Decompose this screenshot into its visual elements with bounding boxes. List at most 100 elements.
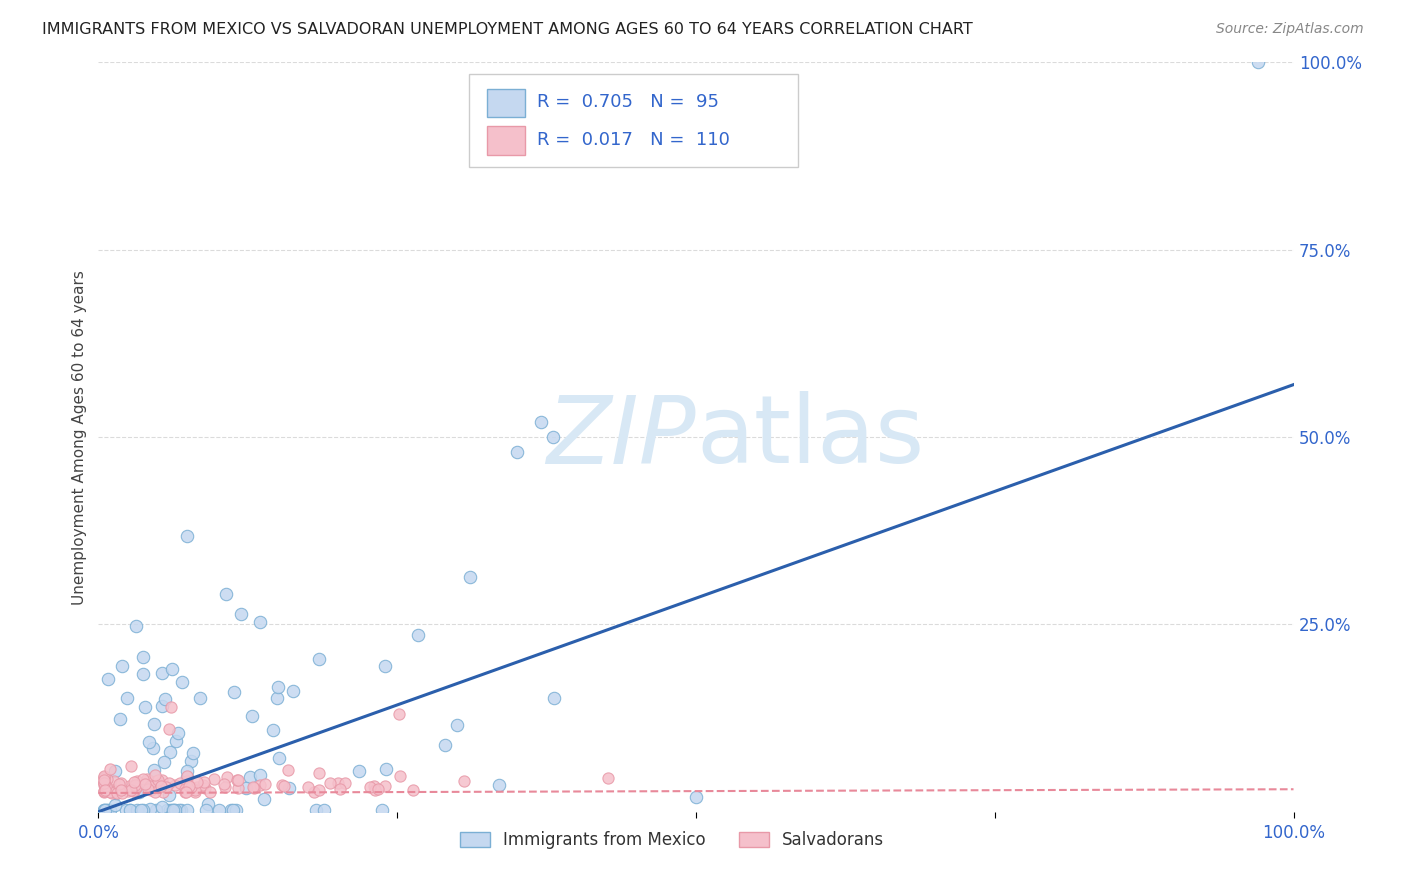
- Point: [328, 776, 350, 790]
- Point: [125, 619, 148, 633]
- Point: [367, 782, 389, 797]
- Point: [186, 780, 208, 794]
- Point: [194, 803, 217, 817]
- Point: [249, 615, 271, 629]
- Point: [169, 776, 191, 790]
- Point: [254, 777, 277, 791]
- Point: [120, 782, 142, 797]
- Point: [302, 785, 325, 799]
- Point: [359, 780, 381, 794]
- Point: [273, 779, 295, 793]
- Point: [94, 803, 117, 817]
- Point: [139, 780, 162, 794]
- Point: [319, 775, 342, 789]
- Legend: Immigrants from Mexico, Salvadorans: Immigrants from Mexico, Salvadorans: [453, 824, 891, 855]
- Point: [152, 666, 174, 681]
- Point: [177, 779, 200, 793]
- Point: [104, 764, 127, 779]
- Point: [217, 771, 239, 785]
- Point: [96, 803, 118, 817]
- Point: [281, 684, 304, 698]
- Point: [146, 781, 169, 796]
- Point: [114, 803, 136, 817]
- Point: [297, 780, 319, 795]
- Point: [118, 803, 141, 817]
- Point: [136, 782, 159, 797]
- Point: [153, 755, 176, 769]
- Point: [174, 785, 197, 799]
- Point: [176, 769, 198, 783]
- Point: [128, 784, 150, 798]
- Point: [543, 691, 565, 706]
- Point: [93, 770, 115, 784]
- Point: [488, 778, 510, 792]
- Point: [174, 785, 197, 799]
- Point: [363, 779, 385, 793]
- Text: ZIP: ZIP: [547, 392, 696, 483]
- Point: [226, 780, 249, 795]
- Point: [157, 776, 180, 790]
- Point: [184, 784, 207, 798]
- FancyBboxPatch shape: [470, 74, 797, 168]
- Point: [104, 798, 127, 813]
- Point: [269, 750, 291, 764]
- Point: [308, 652, 330, 666]
- Point: [143, 785, 166, 799]
- Point: [1247, 55, 1270, 70]
- Point: [94, 780, 117, 794]
- Point: [131, 803, 153, 817]
- Point: [197, 797, 219, 811]
- Point: [115, 690, 138, 705]
- Y-axis label: Unemployment Among Ages 60 to 64 years: Unemployment Among Ages 60 to 64 years: [72, 269, 87, 605]
- Point: [156, 803, 179, 817]
- Point: [194, 780, 217, 795]
- Point: [222, 803, 245, 817]
- Point: [105, 786, 128, 800]
- Point: [131, 649, 153, 664]
- Point: [122, 783, 145, 797]
- Point: [308, 783, 330, 797]
- Point: [374, 780, 396, 794]
- Point: [125, 803, 148, 817]
- Point: [214, 780, 236, 794]
- Point: [453, 773, 475, 788]
- Point: [183, 746, 205, 760]
- Point: [105, 786, 128, 800]
- Point: [389, 769, 412, 783]
- Point: [117, 784, 139, 798]
- Point: [225, 803, 247, 817]
- Point: [93, 803, 115, 817]
- Point: [305, 803, 328, 817]
- Point: [541, 430, 564, 444]
- Point: [167, 803, 190, 817]
- Point: [153, 691, 176, 706]
- Point: [96, 772, 118, 786]
- Point: [160, 699, 183, 714]
- Point: [335, 775, 357, 789]
- Point: [93, 783, 115, 797]
- Point: [93, 768, 115, 782]
- Point: [253, 792, 276, 806]
- Point: [308, 766, 330, 780]
- Point: [277, 780, 299, 795]
- Point: [170, 675, 193, 690]
- Point: [124, 778, 146, 792]
- Point: [176, 777, 198, 791]
- Point: [270, 778, 292, 792]
- Point: [108, 777, 131, 791]
- Point: [193, 775, 215, 789]
- Point: [374, 659, 396, 673]
- Point: [530, 415, 553, 429]
- Point: [120, 782, 142, 797]
- Point: [277, 763, 299, 777]
- Point: [110, 783, 132, 797]
- Point: [312, 803, 335, 817]
- Text: Source: ZipAtlas.com: Source: ZipAtlas.com: [1216, 22, 1364, 37]
- Point: [262, 723, 284, 737]
- Point: [108, 712, 131, 726]
- Point: [235, 780, 257, 795]
- Point: [163, 803, 186, 817]
- Point: [124, 780, 146, 794]
- Point: [155, 780, 177, 794]
- Point: [145, 774, 167, 789]
